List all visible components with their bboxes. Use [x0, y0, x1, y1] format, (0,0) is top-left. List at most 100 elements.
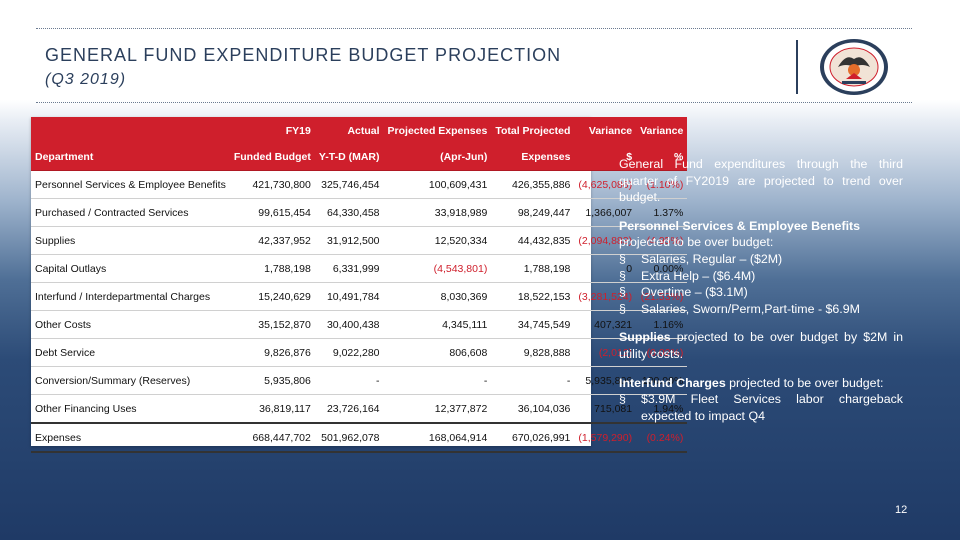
value-cell: 42,337,952 [229, 226, 315, 255]
table-row: Other Costs 35,152,870 30,400,438 4,345,111… [31, 310, 688, 339]
list-item: § Salaries, Regular – ($2M) [619, 251, 903, 268]
value-cell: 1.37% [636, 198, 688, 227]
city-seal-icon [818, 37, 890, 97]
value-cell: - [314, 366, 384, 395]
table-row: Other Financing Uses 36,819,117 23,726,164… [31, 394, 688, 424]
value-cell: 426,355,886 [491, 170, 575, 199]
value-cell: 1.94% [636, 394, 688, 424]
value-cell: 23,726,164 [314, 394, 384, 424]
table-row: Supplies 42,337,952 31,912,500 12,520,334 44… [31, 226, 688, 255]
notes-personnel: Personnel Services & Employee Benefits p… [619, 218, 903, 318]
page-subtitle: (Q3 2019) [45, 71, 127, 88]
value-cell: 36,819,117 [229, 394, 315, 424]
value-cell: 64,330,458 [314, 198, 384, 227]
value-cell: 18,522,153 [491, 282, 575, 311]
column-header: Department [31, 144, 230, 171]
value-cell: - [491, 366, 575, 395]
value-cell: (4,543,801) [383, 254, 492, 283]
column-header: Expenses [491, 144, 575, 171]
column-header: Y-T-D (MAR) [314, 144, 384, 171]
value-cell: (1.10%) [636, 170, 688, 199]
value-cell: (2,094,883) [574, 226, 637, 255]
value-cell: 44,432,835 [491, 226, 575, 255]
notes-interfund-suffix: projected to be over budget: [725, 375, 884, 390]
value-cell: 668,447,702 [229, 422, 315, 453]
column-header: (Apr-Jun) [383, 144, 492, 171]
value-cell: 1,788,198 [491, 254, 575, 283]
bullet-text: Overtime – ($3.1M) [641, 285, 748, 300]
value-cell: 33,918,989 [383, 198, 492, 227]
column-header: Funded Budget [229, 144, 315, 171]
top-divider [36, 28, 912, 29]
value-cell: 12,377,872 [383, 394, 492, 424]
value-cell: 35,152,870 [229, 310, 315, 339]
bullet-text: Salaries, Regular – ($2M) [641, 251, 783, 266]
bullet-icon: § [619, 301, 626, 316]
department-cell: Capital Outlays [31, 254, 230, 283]
value-cell: 0.00% [636, 254, 688, 283]
bullet-text: Extra Help – ($6.4M) [641, 268, 756, 283]
value-cell: 9,022,280 [314, 338, 384, 367]
notes-intro: General Fund expenditures through the th… [619, 157, 903, 205]
value-cell: 421,730,800 [229, 170, 315, 199]
value-cell: (21.53%) [636, 282, 688, 311]
value-cell: 1,788,198 [229, 254, 315, 283]
notes-interfund-list: § $3.9M Fleet Services labor chargeback e… [619, 391, 903, 424]
budget-table: FY19 Actual Projected Expenses Total Pro… [31, 117, 688, 453]
value-cell: 31,912,500 [314, 226, 384, 255]
notes-supplies: Supplies projected to be over budget by … [619, 329, 903, 362]
value-cell: 325,746,454 [314, 170, 384, 199]
value-cell: 100,609,431 [383, 170, 492, 199]
value-cell: (0.02%) [636, 338, 688, 367]
list-item: § Overtime – ($3.1M) [619, 284, 903, 301]
value-cell: 1.16% [636, 310, 688, 339]
department-cell: Personnel Services & Employee Benefits [31, 170, 230, 199]
notes-supplies-title: Supplies [619, 330, 671, 345]
bullet-icon: § [619, 392, 626, 407]
value-cell: 168,064,914 [383, 422, 492, 453]
table-row: Interfund / Interdepartmental Charges 15,… [31, 282, 688, 311]
bullet-text: $3.9M Fleet Services labor chargeback ex… [641, 392, 903, 423]
value-cell: (1,579,290) [574, 422, 637, 453]
value-cell: 8,030,369 [383, 282, 492, 311]
table-body: Personnel Services & Employee Benefits 42… [31, 170, 688, 453]
value-cell: 670,026,991 [491, 422, 575, 453]
department-cell: Interfund / Interdepartmental Charges [31, 282, 230, 311]
department-cell: Debt Service [31, 338, 230, 367]
page-title: GENERAL FUND EXPENDITURE BUDGET PROJECTI… [45, 45, 562, 65]
value-cell: 30,400,438 [314, 310, 384, 339]
value-cell: 6,331,999 [314, 254, 384, 283]
department-cell: Purchased / Contracted Services [31, 198, 230, 227]
table-row: Capital Outlays 1,788,198 6,331,999 (4,543,… [31, 254, 688, 283]
bullet-icon: § [619, 268, 626, 283]
table-row: Debt Service 9,826,876 9,022,280 806,608 9,8… [31, 338, 688, 367]
department-cell: Conversion/Summary (Reserves) [31, 366, 230, 395]
value-cell: 34,745,549 [491, 310, 575, 339]
list-item: § Salaries, Sworn/Perm,Part-time - $6.9M [619, 301, 903, 318]
column-header: Variance [636, 117, 688, 144]
department-cell: Supplies [31, 226, 230, 255]
value-cell: 15,240,629 [229, 282, 315, 311]
value-cell: 10,491,784 [314, 282, 384, 311]
value-cell: 100.00% [636, 366, 688, 395]
value-cell: 9,828,888 [491, 338, 575, 367]
table-row: Purchased / Contracted Services 99,615,45… [31, 198, 688, 227]
notes-interfund: Interfund Charges projected to be over b… [619, 375, 903, 425]
column-header: Projected Expenses [383, 117, 492, 144]
value-cell: 806,608 [383, 338, 492, 367]
value-cell: (0.24%) [636, 422, 688, 453]
notes-interfund-title: Interfund Charges [619, 375, 726, 390]
notes-panel: General Fund expenditures through the th… [619, 156, 903, 436]
table-total-row: Expenses 668,447,702 501,962,078 168,064,91… [31, 422, 688, 453]
header-vertical-divider [796, 40, 798, 94]
value-cell: 12,520,334 [383, 226, 492, 255]
header-bottom-divider [36, 102, 912, 103]
table-row: Conversion/Summary (Reserves) 5,935,806- -… [31, 366, 688, 395]
department-cell: Other Financing Uses [31, 394, 230, 424]
department-cell: Expenses [31, 422, 230, 453]
value-cell: - [383, 366, 492, 395]
table-header-row-2: Department Funded Budget Y-T-D (MAR) (Ap… [31, 144, 688, 171]
value-cell: (2,012) [574, 338, 637, 367]
column-header: % [636, 144, 688, 171]
value-cell: 98,249,447 [491, 198, 575, 227]
